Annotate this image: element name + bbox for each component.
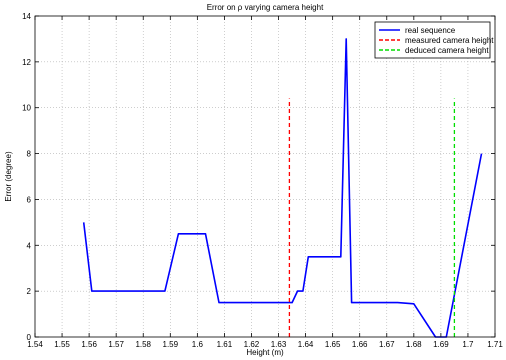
legend-label: real sequence [405,26,456,35]
legend-label: measured camera height [405,36,494,45]
y-tick-label: 14 [22,12,31,21]
chart-title: Error on ρ varying camera height [207,3,324,12]
y-tick-label: 6 [27,195,32,204]
x-tick-label: 1.66 [352,340,368,349]
x-tick-label: 1.64 [298,340,314,349]
y-tick-label: 8 [27,150,32,159]
x-tick-label: 1.63 [271,340,287,349]
x-tick-label: 1.54 [27,340,43,349]
x-tick-label: 1.56 [81,340,97,349]
x-tick-label: 1.62 [244,340,260,349]
x-tick-label: 1.61 [217,340,233,349]
x-tick-label: 1.67 [379,340,395,349]
x-axis-title: Height (m) [246,348,284,357]
series-line-real-sequence [82,38,483,338]
x-tick-label: 1.59 [163,340,179,349]
y-axis-title: Error (degree) [4,151,13,202]
x-tick-label: 1.68 [406,340,422,349]
y-tick-label: 10 [22,104,31,113]
x-tick-label: 1.69 [433,340,449,349]
x-tick-label: 1.58 [135,340,151,349]
x-tick-label: 1.57 [108,340,124,349]
x-tick-label: 1.65 [325,340,341,349]
y-tick-label: 2 [27,287,32,296]
y-tick-label: 12 [22,58,31,67]
y-tick-label: 0 [27,333,32,342]
axis-ticks: 1.54 1.55 1.56 1.57 1.58 1.59 1.6 1.61 1.62 1.63 1… [22,12,503,349]
grid-lines [35,16,495,337]
x-tick-label: 1.6 [192,340,204,349]
plot-area-border [34,15,496,338]
legend-label: deduced camera height [405,46,489,55]
series-layer [82,38,483,338]
x-tick-label: 1.55 [54,340,70,349]
x-tick-label: 1.7 [462,340,474,349]
y-tick-label: 4 [27,241,32,250]
x-tick-label: 1.71 [487,340,503,349]
